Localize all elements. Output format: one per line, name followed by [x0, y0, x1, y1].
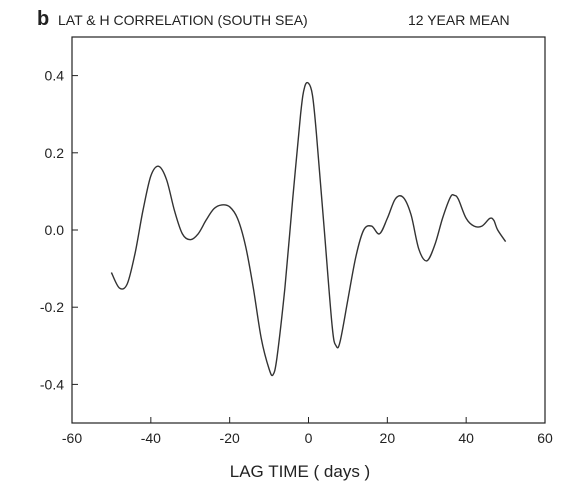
y-tick-label: 0.4: [45, 68, 65, 84]
x-tick-label: -40: [141, 430, 161, 446]
y-tick-label: 0.2: [45, 145, 65, 161]
x-tick-label: -20: [220, 430, 240, 446]
y-tick-label: 0.0: [45, 222, 65, 238]
series-line: [110, 81, 507, 377]
panel-label: b: [37, 8, 49, 30]
y-tick-label: -0.4: [40, 376, 64, 392]
x-tick-label: 60: [537, 430, 553, 446]
axis-ticks: -60 -40 -20 0 20 40 60 -0.4 -0.2 0.0 0.2 0.4: [40, 68, 553, 446]
chart-subtitle: 12 YEAR MEAN: [408, 12, 510, 28]
x-tick-label: 20: [380, 430, 396, 446]
x-tick-label: -60: [62, 430, 82, 446]
y-tick-label: -0.2: [40, 299, 64, 315]
x-axis-label: LAG TIME ( days ): [230, 462, 370, 481]
plot-frame: [71, 36, 546, 424]
x-tick-label: 0: [305, 430, 313, 446]
chart-title: LAT & H CORRELATION (SOUTH SEA): [58, 12, 308, 28]
x-tick-label: 40: [458, 430, 474, 446]
